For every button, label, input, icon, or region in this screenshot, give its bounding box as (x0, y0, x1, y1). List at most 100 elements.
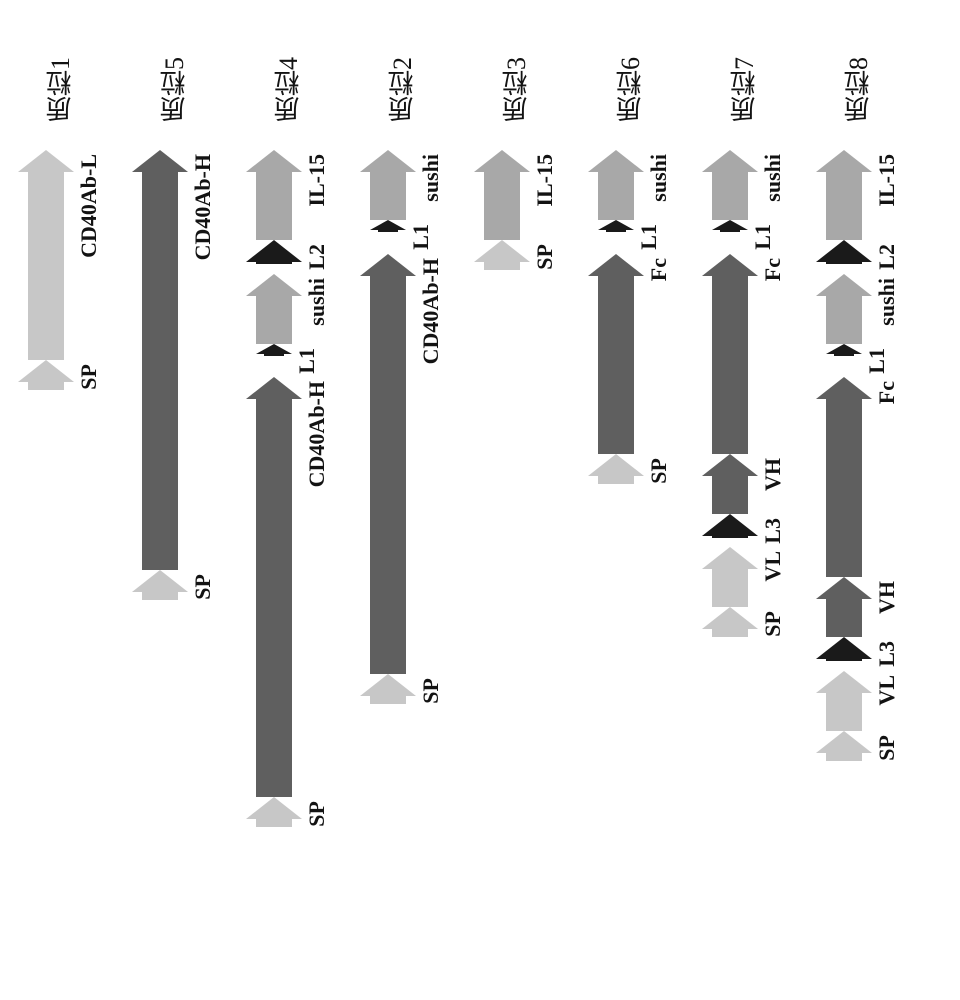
arrow-icon (816, 637, 872, 661)
segment-label: L3 (874, 641, 900, 667)
arrow-icon (474, 240, 530, 270)
segment-label: sushi (304, 278, 330, 326)
arrow-icon (588, 454, 644, 484)
arrow-icon (702, 607, 758, 637)
plasmid-diagram: 质粒1 SP CD40Ab-L 质粒5 SP CD40Ab-H 质粒4 SP CD40Ab-H L… (20, 20, 940, 980)
arrow-icon (816, 577, 872, 637)
segment-sp: SP (132, 570, 216, 604)
segment-label: SP (418, 678, 444, 704)
arrow-icon (246, 377, 302, 797)
segment-label: L3 (760, 518, 786, 544)
arrow-stack: SP Fc L1 sushi (588, 150, 672, 970)
segment-label: SP (190, 574, 216, 600)
arrow-icon (816, 731, 872, 761)
arrow-icon (702, 150, 758, 220)
construct-p4: 质粒4 SP CD40Ab-H L1 sushi L2 IL-15 (248, 20, 328, 970)
segment-label: VH (760, 458, 786, 491)
arrow-icon (598, 220, 634, 232)
arrow-stack: SP IL-15 (474, 150, 558, 970)
construct-label: 质粒3 (498, 40, 535, 140)
segment-fc: Fc (816, 377, 900, 577)
construct-label: 质粒5 (156, 40, 193, 140)
segment-label: CD40Ab-H (190, 154, 216, 260)
arrow-icon (816, 671, 872, 731)
construct-label: 质粒7 (726, 40, 763, 140)
arrow-stack: SP CD40Ab-H L1 sushi L2 IL-15 (246, 150, 330, 970)
arrow-icon (588, 254, 644, 454)
segment-cd40ab-h: CD40Ab-H (360, 254, 444, 674)
arrow-stack: SP CD40Ab-L (18, 150, 102, 970)
arrow-icon (246, 797, 302, 827)
segment-l2: L2 (246, 240, 330, 274)
arrow-icon (246, 274, 302, 344)
segment-label: L2 (874, 244, 900, 270)
segment-label: SP (76, 364, 102, 390)
segment-l1: L1 (370, 220, 434, 254)
segment-sp: SP (702, 607, 786, 641)
arrow-icon (18, 150, 74, 360)
segment-label: sushi (760, 154, 786, 202)
segment-l1: L1 (256, 344, 320, 378)
arrow-icon (826, 344, 862, 356)
arrow-stack: SP VL L3 VH Fc L1 sushi L2 IL-15 (816, 150, 900, 970)
construct-label: 质粒1 (42, 40, 79, 140)
segment-label: L1 (408, 224, 434, 250)
segment-cd40ab-l: CD40Ab-L (18, 150, 102, 360)
segment-label: L2 (304, 244, 330, 270)
construct-p1: 质粒1 SP CD40Ab-L (20, 20, 100, 970)
segment-sushi: sushi (816, 274, 900, 344)
segment-l1: L1 (826, 344, 890, 378)
segment-label: VH (874, 581, 900, 614)
arrow-icon (702, 454, 758, 514)
segment-label: SP (532, 244, 558, 270)
segment-label: L1 (864, 348, 890, 374)
arrow-icon (360, 674, 416, 704)
construct-label: 质粒2 (384, 40, 421, 140)
segment-sp: SP (246, 797, 330, 831)
segment-label: SP (874, 735, 900, 761)
construct-p3: 质粒3 SP IL-15 (476, 20, 556, 970)
arrow-icon (816, 150, 872, 240)
segment-label: CD40Ab-H (304, 381, 330, 487)
segment-vl: VL (702, 547, 786, 607)
segment-vl: VL (816, 671, 900, 731)
segment-label: IL-15 (304, 154, 330, 207)
construct-p7: 质粒7 SP VL L3 VH Fc L1 sushi (704, 20, 784, 970)
arrow-stack: SPCD40Ab-HL1sushi (360, 150, 444, 970)
segment-label: CD40Ab-L (76, 154, 102, 258)
segment-label: IL-15 (874, 154, 900, 207)
segment-sushi: sushi (702, 150, 786, 220)
segment-label: SP (646, 458, 672, 484)
segment-l3: L3 (816, 637, 900, 671)
construct-p5: 质粒5 SP CD40Ab-H (134, 20, 214, 970)
segment-label: VL (874, 675, 900, 706)
segment-label: L1 (636, 224, 662, 250)
segment-sushi: sushi (588, 150, 672, 220)
construct-p6: 质粒6SPFcL1sushi (590, 20, 670, 970)
segment-fc: Fc (588, 254, 672, 454)
segment-cd40ab-h: CD40Ab-H (246, 377, 330, 797)
arrow-icon (18, 360, 74, 390)
arrow-icon (246, 150, 302, 240)
segment-sp: SP (18, 360, 102, 394)
segment-l1: L1 (712, 220, 776, 254)
segment-il-15: IL-15 (816, 150, 900, 240)
arrow-icon (246, 240, 302, 264)
segment-label: Fc (760, 258, 786, 281)
arrow-icon (816, 274, 872, 344)
arrow-icon (702, 547, 758, 607)
segment-label: sushi (874, 278, 900, 326)
construct-p8: 质粒8 SP VL L3 VH Fc L1 sushi L2 IL-15 (818, 20, 898, 970)
arrow-stack: SP VL L3 VH Fc L1 sushi (702, 150, 786, 970)
arrow-icon (702, 254, 758, 454)
construct-label: 质粒4 (270, 40, 307, 140)
segment-sushi: sushi (246, 274, 330, 344)
arrow-icon (360, 254, 416, 674)
arrow-icon (370, 220, 406, 232)
segment-sp: SP (474, 240, 558, 274)
segment-label: SP (760, 611, 786, 637)
segment-label: IL-15 (532, 154, 558, 207)
segment-cd40ab-h: CD40Ab-H (132, 150, 216, 570)
construct-label: 质粒8 (840, 40, 877, 140)
segment-label: Fc (646, 258, 672, 281)
